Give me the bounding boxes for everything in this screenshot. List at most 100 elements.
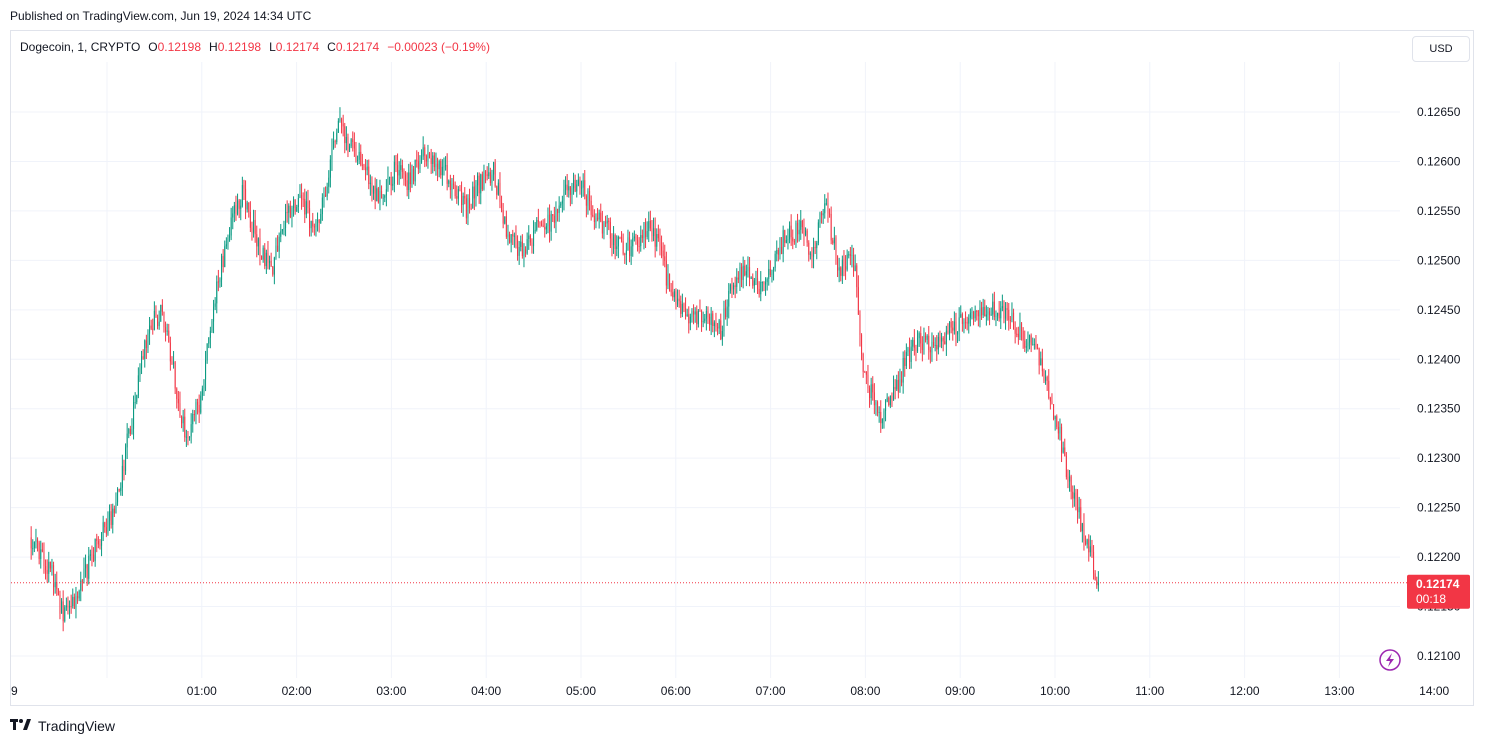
candle <box>139 363 141 382</box>
candle-body <box>145 340 147 348</box>
candle <box>459 185 461 192</box>
candle <box>784 229 786 248</box>
candle-body <box>611 238 613 246</box>
candle-body <box>120 487 122 491</box>
candle-body <box>91 554 93 556</box>
candle-body <box>649 221 651 229</box>
candle-body <box>475 185 477 199</box>
candle <box>462 192 464 217</box>
candle-body <box>513 235 515 237</box>
candle <box>686 308 688 317</box>
candle <box>763 281 765 292</box>
candle <box>56 571 58 596</box>
currency-button[interactable]: USD <box>1412 36 1470 62</box>
candle-body <box>969 312 971 318</box>
candle <box>963 318 965 334</box>
candle <box>509 231 511 244</box>
candle <box>625 242 627 265</box>
candle-body <box>854 265 856 272</box>
candle <box>979 300 981 328</box>
candle <box>630 239 632 265</box>
candle-body <box>480 174 482 194</box>
candle-body <box>150 325 152 329</box>
candle <box>981 301 983 320</box>
candle <box>51 558 53 576</box>
candle <box>920 326 922 354</box>
candle <box>392 176 394 191</box>
candle <box>729 283 731 294</box>
candle-body <box>777 249 779 255</box>
symbol-label[interactable]: Dogecoin, 1, CRYPTO <box>20 40 141 54</box>
candle <box>149 316 151 345</box>
candle <box>704 313 706 324</box>
candle <box>1085 535 1087 546</box>
candle <box>560 201 562 208</box>
candle <box>553 206 555 229</box>
candle-body <box>75 596 77 609</box>
candle <box>721 325 723 346</box>
candle <box>581 180 583 198</box>
candle-body <box>54 581 56 588</box>
candle-body <box>817 222 819 243</box>
candle-body <box>947 330 949 334</box>
candle <box>752 273 754 289</box>
candle-body <box>349 146 351 152</box>
candle <box>57 588 59 596</box>
candle <box>669 273 671 292</box>
candle-body <box>78 590 80 599</box>
candle <box>896 374 898 392</box>
candle-body <box>1006 308 1008 310</box>
candle <box>165 321 167 342</box>
candle <box>641 229 643 243</box>
candle-body <box>637 240 639 246</box>
candle-body <box>272 266 274 275</box>
candle <box>115 492 117 514</box>
candle <box>803 218 805 246</box>
candle-body <box>144 340 146 359</box>
candle-body <box>51 565 53 569</box>
candle-body <box>1008 309 1010 321</box>
candle <box>816 240 818 260</box>
x-tick-label: 04:00 <box>471 684 501 698</box>
candle <box>537 208 539 228</box>
candle-body <box>1085 540 1087 545</box>
candle <box>1051 393 1053 405</box>
candle <box>248 202 250 218</box>
candle-body <box>69 605 71 608</box>
candle <box>390 171 392 196</box>
candle-body <box>789 225 791 240</box>
candle-body <box>750 277 752 279</box>
candle-body <box>152 328 154 330</box>
candle-body <box>883 410 885 420</box>
candle <box>649 210 651 232</box>
candle-body <box>857 287 859 315</box>
candle <box>336 128 338 145</box>
candle <box>830 206 832 245</box>
footer-brand[interactable]: TradingView <box>10 717 115 735</box>
candle-body <box>240 205 242 209</box>
candle-body <box>851 254 853 256</box>
candle <box>998 301 1000 322</box>
candle <box>1093 545 1095 580</box>
candle <box>299 184 301 199</box>
candle-body <box>265 252 267 267</box>
candle <box>1075 488 1077 511</box>
candle-body <box>251 227 253 233</box>
candle <box>718 318 720 335</box>
candle-body <box>136 395 138 403</box>
candle <box>291 205 293 228</box>
candle-body <box>270 260 272 267</box>
candle-body <box>310 220 312 229</box>
lightning-icon[interactable] <box>1379 649 1401 671</box>
candle <box>502 203 504 229</box>
candle <box>464 187 466 205</box>
candle <box>128 427 130 439</box>
candle-body <box>901 379 903 383</box>
candle-body <box>432 155 434 164</box>
candle-body <box>1086 539 1088 545</box>
candle <box>709 313 711 331</box>
candle-body <box>448 180 450 184</box>
candle <box>152 318 154 335</box>
candle <box>645 218 647 249</box>
